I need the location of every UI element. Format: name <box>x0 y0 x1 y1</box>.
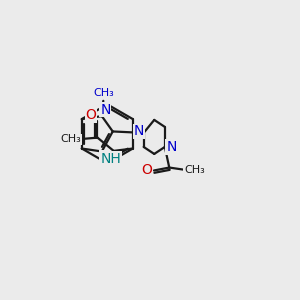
Text: O: O <box>141 163 152 177</box>
Text: N: N <box>134 124 144 138</box>
Text: CH₃: CH₃ <box>184 165 205 175</box>
Text: NH: NH <box>101 152 122 166</box>
Text: N: N <box>100 151 110 165</box>
Text: CH₃: CH₃ <box>61 134 81 144</box>
Text: N: N <box>100 103 110 117</box>
Text: O: O <box>85 108 96 122</box>
Text: N: N <box>166 140 176 154</box>
Text: CH₃: CH₃ <box>93 88 114 98</box>
